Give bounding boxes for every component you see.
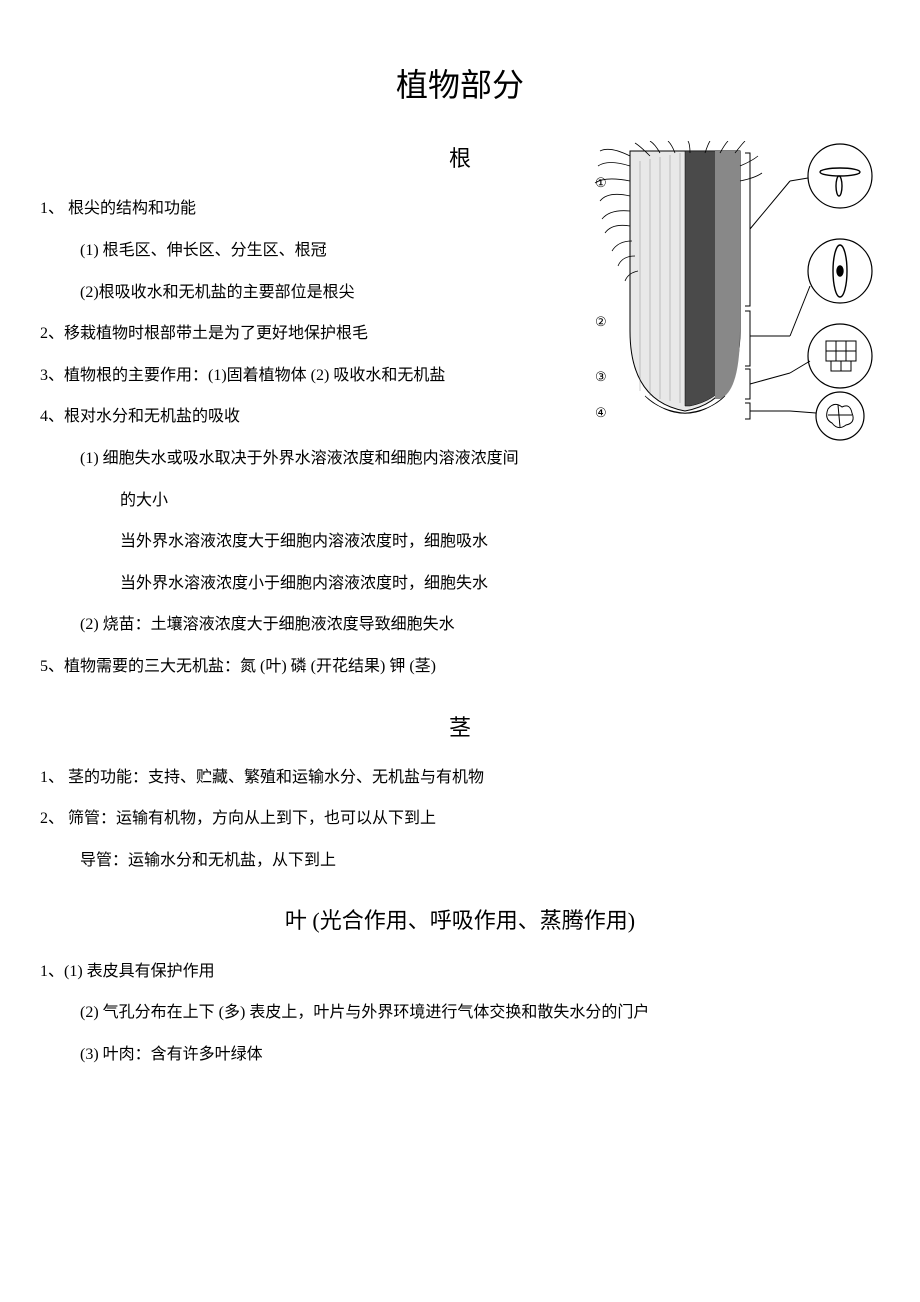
root-tip-diagram: ① ② ③ ④ [590, 141, 880, 441]
root-item-4-1c: 当外界水溶液浓度大于细胞内溶液浓度时，细胞吸水 [40, 529, 880, 555]
stem-section: 茎 1、 茎的功能：支持、贮藏、繁殖和运输水分、无机盐与有机物 2、 筛管：运输… [40, 710, 880, 874]
root-item-1-2: (2)根吸收水和无机盐的主要部位是根尖 [40, 280, 640, 306]
diagram-label-3: ③ [595, 369, 607, 384]
stem-heading: 茎 [40, 710, 880, 745]
main-title: 植物部分 [40, 60, 880, 111]
root-item-4-1b: 的大小 [40, 488, 880, 514]
stem-item-2: 2、 筛管：运输有机物，方向从上到下，也可以从下到上 [40, 806, 880, 832]
diagram-label-1: ① [595, 175, 607, 190]
root-item-4: 4、根对水分和无机盐的吸收 [40, 404, 600, 430]
leaf-item-2: (2) 气孔分布在上下 (多) 表皮上，叶片与外界环境进行气体交换和散失水分的门… [40, 1000, 880, 1026]
root-item-1-1: (1) 根毛区、伸长区、分生区、根冠 [40, 238, 640, 264]
leaf-section: 叶 (光合作用、呼吸作用、蒸腾作用) 1、(1) 表皮具有保护作用 (2) 气孔… [40, 903, 880, 1067]
root-item-2: 2、移栽植物时根部带土是为了更好地保护根毛 [40, 321, 600, 347]
diagram-label-2: ② [595, 314, 607, 329]
root-item-4-1: (1) 细胞失水或吸水取决于外界水溶液浓度和细胞内溶液浓度间 [40, 446, 880, 472]
stem-item-1: 1、 茎的功能：支持、贮藏、繁殖和运输水分、无机盐与有机物 [40, 765, 880, 791]
root-item-4-1d: 当外界水溶液浓度小于细胞内溶液浓度时，细胞失水 [40, 571, 880, 597]
diagram-label-4: ④ [595, 405, 607, 420]
root-item-4-2: (2) 烧苗：土壤溶液浓度大于细胞液浓度导致细胞失水 [40, 612, 880, 638]
root-section: 根 [40, 141, 880, 679]
root-item-5: 5、植物需要的三大无机盐：氮 (叶) 磷 (开花结果) 钾 (茎) [40, 654, 880, 680]
stem-item-2b: 导管：运输水分和无机盐，从下到上 [40, 848, 880, 874]
leaf-item-1: 1、(1) 表皮具有保护作用 [40, 959, 880, 985]
leaf-item-3: (3) 叶肉：含有许多叶绿体 [40, 1042, 880, 1068]
root-item-3: 3、植物根的主要作用：(1)固着植物体 (2) 吸收水和无机盐 [40, 363, 600, 389]
leaf-heading: 叶 (光合作用、呼吸作用、蒸腾作用) [40, 903, 880, 938]
root-item-1: 1、 根尖的结构和功能 [40, 196, 600, 222]
